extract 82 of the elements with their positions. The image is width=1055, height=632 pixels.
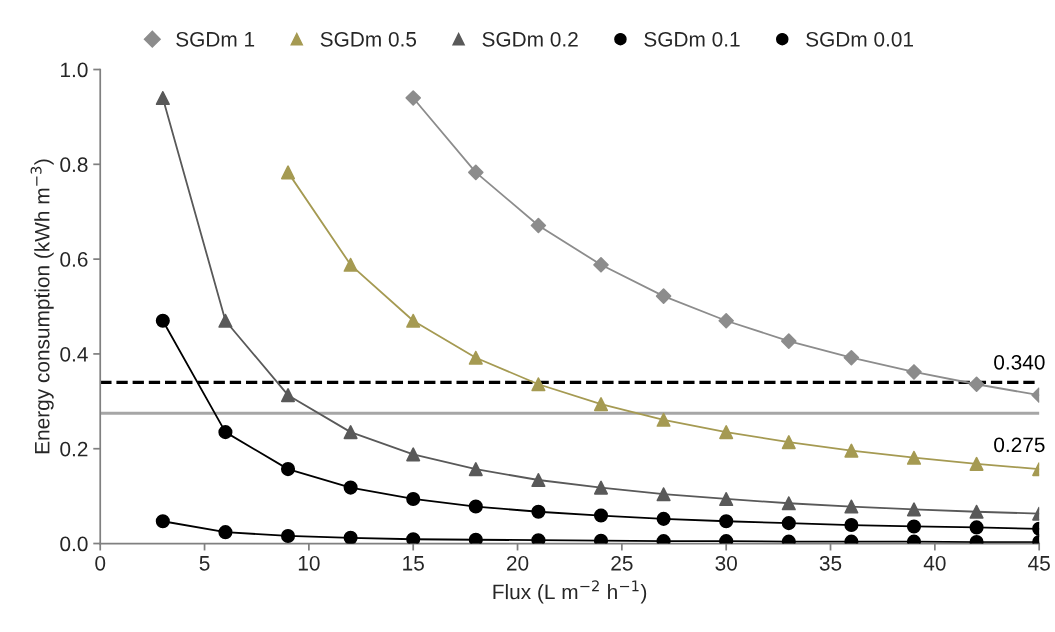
y-tick-label: 0.6 xyxy=(60,252,88,267)
point xyxy=(530,217,547,234)
point xyxy=(593,257,609,273)
point xyxy=(155,313,170,328)
y-tick-label: 0.8 xyxy=(60,157,88,173)
point xyxy=(844,517,859,533)
legend-label: SGDm 0.01 xyxy=(806,31,913,47)
legend-label: SGDm 0.5 xyxy=(320,31,417,47)
point xyxy=(280,528,296,543)
point xyxy=(531,533,546,544)
point xyxy=(781,496,796,511)
x-tick-label: 40 xyxy=(923,555,946,571)
point xyxy=(719,491,734,507)
point xyxy=(656,412,671,427)
point xyxy=(593,508,609,523)
y-tick-label: 0.0 xyxy=(60,536,88,552)
point xyxy=(406,532,421,544)
point xyxy=(218,525,233,540)
point xyxy=(405,90,421,106)
x-axis-title: Flux (L m$^{−2}$ h$^{−1}$) xyxy=(493,580,647,604)
point xyxy=(968,376,985,393)
legend-label: SGDm 1 xyxy=(176,31,255,47)
point xyxy=(280,388,296,403)
y-axis-title: Energy consumption (kWh m$^{−3}$) xyxy=(30,159,54,454)
x-tick-label: 35 xyxy=(819,555,842,571)
ref-line-label: 0.340 xyxy=(994,354,1045,370)
point xyxy=(468,164,484,181)
point xyxy=(718,312,734,329)
x-tick-label: 45 xyxy=(1028,556,1050,571)
x-tick-label: 20 xyxy=(507,555,529,571)
point xyxy=(906,519,922,534)
point xyxy=(218,313,233,328)
point xyxy=(844,443,859,458)
point xyxy=(468,350,483,365)
point xyxy=(531,504,546,519)
point xyxy=(656,511,671,526)
point xyxy=(343,425,358,440)
y-tick-label: 0.4 xyxy=(60,346,88,362)
point xyxy=(969,504,984,519)
point xyxy=(343,480,358,495)
legend-label: SGDm 0.1 xyxy=(644,31,740,47)
point xyxy=(406,447,421,462)
point xyxy=(969,520,984,535)
point xyxy=(781,333,797,349)
ref-line-label: 0.275 xyxy=(994,437,1045,453)
point xyxy=(969,456,984,471)
point xyxy=(468,532,483,544)
point xyxy=(781,435,796,450)
point xyxy=(593,397,609,412)
x-tick-label: 25 xyxy=(611,555,633,571)
point xyxy=(719,425,734,440)
point xyxy=(655,288,672,304)
point xyxy=(280,165,296,180)
point xyxy=(280,462,296,477)
point xyxy=(468,499,483,514)
point xyxy=(406,313,421,328)
point xyxy=(406,491,421,507)
point xyxy=(906,364,922,380)
point xyxy=(844,499,859,514)
point xyxy=(155,90,170,106)
point xyxy=(155,514,170,529)
point xyxy=(719,514,734,529)
y-tick-label: 1.0 xyxy=(61,62,88,78)
x-tick-label: 10 xyxy=(298,555,320,571)
point xyxy=(781,516,796,531)
y-tick-label: 0.2 xyxy=(60,441,88,457)
point xyxy=(656,487,671,502)
x-tick-label: 5 xyxy=(199,556,210,571)
point xyxy=(906,502,922,517)
legend-label: SGDm 0.2 xyxy=(482,31,578,47)
point xyxy=(531,472,546,488)
point xyxy=(843,349,860,366)
point xyxy=(531,377,546,392)
x-tick-label: 15 xyxy=(403,556,424,571)
point xyxy=(906,450,922,465)
point xyxy=(468,462,483,477)
x-tick-label: 0 xyxy=(95,555,106,571)
point xyxy=(343,530,358,544)
point xyxy=(218,425,233,440)
point xyxy=(343,257,358,272)
point xyxy=(593,480,609,495)
x-tick-label: 30 xyxy=(715,555,737,571)
